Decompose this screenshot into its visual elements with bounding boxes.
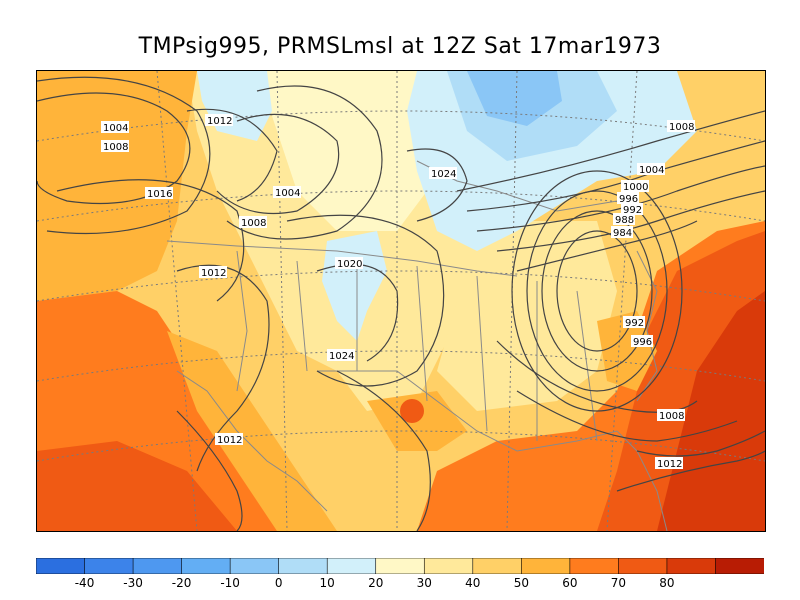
colorbar-swatch (375, 557, 426, 575)
colorbar-label: 30 (416, 576, 432, 590)
svg-text:1012: 1012 (217, 435, 242, 446)
graticule (37, 71, 765, 531)
colorbar-swatch (35, 557, 86, 575)
svg-text:996: 996 (619, 194, 638, 205)
isobar-label: 1008 (239, 216, 267, 229)
colorbar-swatch (666, 557, 717, 575)
isobar-label: 1004 (637, 163, 665, 176)
isobar-label: 992 (621, 203, 643, 216)
svg-text:1008: 1008 (241, 218, 266, 229)
colorbar-label: -40 (74, 576, 95, 590)
svg-text:1004: 1004 (103, 123, 128, 134)
svg-text:992: 992 (625, 318, 644, 329)
svg-text:1008: 1008 (659, 411, 684, 422)
colorbar-swatch (423, 557, 474, 575)
isobar-label: 1020 (335, 257, 363, 270)
isobar-label: 1012 (199, 266, 227, 279)
map-title: TMPsig995, PRMSLmsl at 12Z Sat 17mar1973 (138, 34, 662, 59)
isobar-label: 1000 (621, 180, 649, 193)
colorbar-label: -30 (123, 576, 143, 590)
colorbar-swatch (84, 557, 134, 575)
isobar-label: 1004 (273, 186, 301, 199)
svg-text:1004: 1004 (275, 188, 300, 199)
colorbar-swatch (472, 557, 523, 575)
colorbar-label: 50 (513, 576, 529, 590)
isobar-label: 1004 (101, 121, 129, 134)
weather-map: 1004 1008 1012 1016 1004 1008 1012 1020 … (36, 70, 766, 532)
isobar-label: 1012 (655, 457, 683, 470)
svg-text:1012: 1012 (657, 459, 682, 470)
isobar-label: 1008 (657, 409, 685, 422)
svg-text:1012: 1012 (207, 116, 232, 127)
colorbar-swatch (229, 557, 280, 575)
temperature-field (37, 71, 765, 531)
svg-text:992: 992 (623, 205, 642, 216)
colorbar-label: 20 (368, 576, 384, 590)
svg-text:1004: 1004 (639, 165, 664, 176)
colorbar-swatch (715, 557, 765, 575)
colorbar-label: 80 (659, 576, 675, 590)
isobar-label: 996 (617, 192, 639, 205)
colorbar-label: 0 (274, 576, 283, 590)
isobar-label: 996 (631, 335, 653, 348)
svg-text:1000: 1000 (623, 182, 648, 193)
colorbar-swatch (132, 557, 183, 575)
isobar-label: 1008 (101, 140, 129, 153)
isobar-labels: 1004 1008 1012 1016 1004 1008 1012 1020 … (101, 114, 695, 470)
svg-text:1012: 1012 (201, 268, 226, 279)
isobar-label: 1012 (205, 114, 233, 127)
isobar-label: 1008 (667, 120, 695, 133)
colorbar-label: 10 (319, 576, 335, 590)
svg-text:1024: 1024 (431, 169, 456, 180)
svg-text:984: 984 (613, 228, 632, 239)
colorbar-label: -20 (171, 576, 192, 590)
svg-text:1016: 1016 (147, 189, 172, 200)
colorbar-swatch (326, 557, 377, 575)
isobar-label: 1016 (145, 187, 173, 200)
colorbar (35, 557, 765, 575)
svg-text:988: 988 (615, 215, 634, 226)
colorbar-label: 70 (610, 576, 627, 590)
svg-text:1024: 1024 (329, 351, 354, 362)
svg-text:1008: 1008 (103, 142, 128, 153)
colorbar-swatch (521, 557, 571, 575)
isobar-label: 1024 (327, 349, 355, 362)
svg-text:1008: 1008 (669, 122, 694, 133)
colorbar-swatch (618, 557, 668, 575)
isobar-label: 992 (623, 316, 645, 329)
isobar-label: 1012 (215, 433, 243, 446)
isobar-label: 984 (611, 226, 633, 239)
isobar-label: 988 (613, 213, 635, 226)
boundaries (166, 160, 668, 531)
colorbar-swatch (278, 557, 328, 575)
svg-text:1020: 1020 (337, 259, 362, 270)
colorbar-swatch (181, 557, 231, 575)
colorbar-label: 40 (465, 576, 481, 590)
colorbar-swatch (569, 557, 620, 575)
colorbar-label: 60 (562, 576, 578, 590)
colorbar-label: -10 (220, 576, 240, 590)
isobar-label: 1024 (429, 167, 457, 180)
svg-text:996: 996 (633, 337, 652, 348)
